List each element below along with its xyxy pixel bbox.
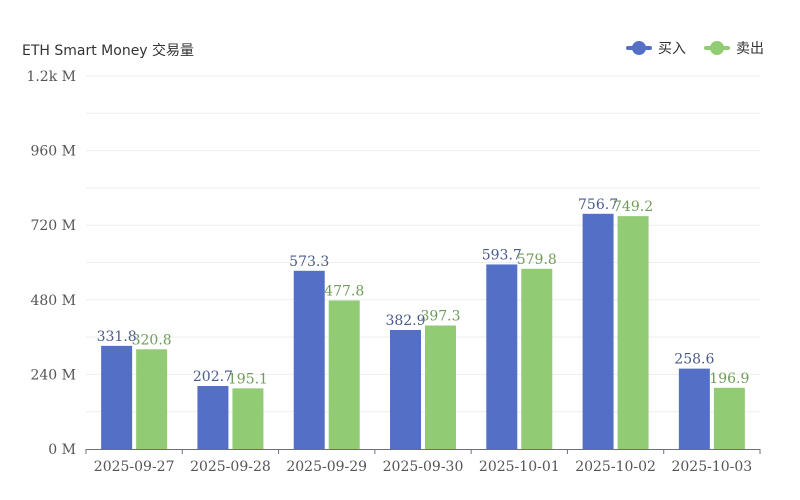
bar-sell[interactable] <box>425 325 456 449</box>
data-label-sell: 579.8 <box>517 252 557 268</box>
y-tick-label: 480 M <box>30 293 76 309</box>
bar-sell[interactable] <box>328 300 360 449</box>
x-tick-label: 2025-10-01 <box>479 459 560 475</box>
data-label-buy: 331.8 <box>97 329 137 345</box>
bar-buy[interactable] <box>390 329 421 449</box>
bar-buy[interactable] <box>293 270 325 449</box>
chart-legend[interactable]: 买入 卖出 <box>626 38 764 58</box>
grid-lines <box>86 75 760 413</box>
legend-swatch-sell-icon <box>704 41 730 55</box>
data-label-sell: 749.2 <box>613 199 653 215</box>
bar-buy[interactable] <box>582 213 614 449</box>
x-tick-label: 2025-10-02 <box>575 459 656 475</box>
legend-item-sell[interactable]: 卖出 <box>704 38 764 58</box>
bars <box>101 213 745 449</box>
bar-buy[interactable] <box>678 368 710 449</box>
x-tick-label: 2025-09-28 <box>190 459 271 475</box>
x-axis: 2025-09-27 2025-09-28 2025-09-29 2025-09-30… <box>85 449 761 475</box>
data-label-sell: 477.8 <box>324 283 364 299</box>
y-tick-label: 1.2k M <box>26 69 76 85</box>
y-tick-label: 0 M <box>48 442 76 458</box>
y-tick-label: 240 M <box>30 367 76 383</box>
data-label-buy: 756.7 <box>578 197 618 213</box>
data-label-buy: 202.7 <box>193 369 233 385</box>
y-axis-ticks: 0 M 240 M 480 M 720 M 960 M 1.2k M <box>26 69 76 458</box>
chart-title: ETH Smart Money 交易量 <box>22 43 195 59</box>
data-label-sell: 320.8 <box>132 332 172 348</box>
bar-sell[interactable] <box>136 349 168 449</box>
data-label-sell: 196.9 <box>709 371 749 387</box>
bar-sell[interactable] <box>617 216 649 449</box>
data-label-sell: 397.3 <box>420 309 460 325</box>
legend-swatch-buy-icon <box>626 41 652 55</box>
y-tick-label: 960 M <box>30 144 76 160</box>
data-label-sell: 195.1 <box>228 371 268 387</box>
legend-item-buy[interactable]: 买入 <box>626 38 686 58</box>
data-label-buy: 258.6 <box>674 352 714 368</box>
x-tick-label: 2025-09-27 <box>94 459 175 475</box>
x-tick-label: 2025-10-03 <box>671 459 752 475</box>
bar-buy[interactable] <box>101 345 133 449</box>
bar-sell[interactable] <box>713 387 745 449</box>
legend-label-sell: 卖出 <box>736 41 764 57</box>
x-tick-label: 2025-09-30 <box>383 459 464 475</box>
x-tick-label: 2025-09-29 <box>286 459 367 475</box>
bar-buy[interactable] <box>486 264 518 449</box>
y-tick-label: 720 M <box>30 218 76 234</box>
data-label-buy: 593.7 <box>482 247 522 263</box>
bar-sell[interactable] <box>232 388 264 449</box>
legend-label-buy: 买入 <box>658 41 686 57</box>
bar-buy[interactable] <box>197 385 229 449</box>
data-label-buy: 573.3 <box>289 254 329 270</box>
data-label-buy: 382.9 <box>385 313 425 329</box>
bar-sell[interactable] <box>521 268 553 449</box>
